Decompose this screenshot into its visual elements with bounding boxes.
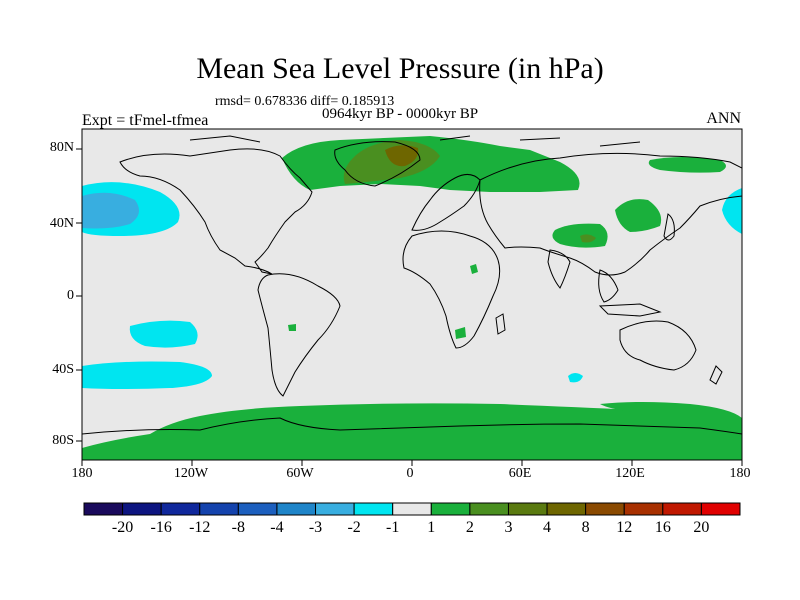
coast-indonesia [598, 303, 662, 317]
colorbar-swatch [353, 502, 394, 516]
anomaly-greenland-core [385, 145, 419, 167]
lon-label-60w: 60W [286, 466, 314, 481]
lon-label-180e: 180 [729, 466, 751, 481]
colorbar-swatch [507, 502, 548, 516]
colorbar-label: -4 [270, 519, 284, 536]
colorbar-swatch [623, 502, 664, 516]
coast-australia [619, 320, 697, 371]
colorbar-label: 12 [616, 519, 633, 536]
anomaly-arctic-east [648, 157, 726, 173]
coast-arctic-islands [189, 135, 641, 147]
colorbar-swatch [430, 502, 471, 516]
colorbar-swatch [160, 502, 201, 516]
coast-asia [479, 152, 742, 276]
anomaly-north-pacific-core [82, 192, 139, 229]
colorbar-label: 8 [581, 519, 590, 536]
colorbar-swatch [199, 502, 239, 516]
coast-japan [663, 213, 675, 241]
coast-antarctica [82, 417, 742, 435]
lat-label-80s: 80S [52, 433, 74, 448]
lat-label-80n: 80N [49, 140, 74, 155]
coast-africa [402, 230, 501, 349]
season-label: ANN [706, 110, 741, 127]
colorbar-label: -2 [347, 519, 361, 536]
coast-new-zealand [709, 365, 723, 385]
anomaly-central-asia [552, 223, 608, 248]
anomaly-small-africa [470, 264, 478, 274]
lon-label-0: 0 [406, 466, 414, 481]
colorbar [83, 502, 741, 516]
lat-label-40s: 40S [52, 362, 74, 377]
colorbar-label: -8 [231, 519, 245, 536]
anomaly-central-asia-core [580, 234, 596, 243]
colorbar-label: -16 [150, 519, 172, 536]
coast-south-america [257, 273, 341, 397]
colorbar-swatch [700, 502, 741, 516]
lat-label-40n: 40N [49, 216, 74, 231]
lon-label-120e: 120E [615, 466, 645, 481]
colorbar-label: 2 [465, 519, 474, 536]
colorbar-label: -12 [189, 519, 211, 536]
anomaly-indian-ocean [568, 373, 583, 383]
colorbar-swatch [237, 502, 278, 516]
map-title: Mean Sea Level Pressure (in hPa) [196, 52, 604, 85]
colorbar-swatch [392, 502, 432, 516]
statistics-text: rmsd= 0.678336 diff= 0.185913 [215, 94, 395, 109]
colorbar-label: 20 [693, 519, 710, 536]
colorbar-swatch [585, 502, 625, 516]
lat-label-0: 0 [67, 288, 74, 303]
anomaly-southern-ocean-east [600, 402, 742, 432]
axis-ticks [76, 148, 743, 466]
anomaly-south-pacific [129, 320, 198, 348]
colorbar-label: -20 [111, 519, 134, 536]
coast-madagascar [495, 313, 506, 335]
anomaly-north-pacific-east [722, 188, 742, 234]
coast-greenland [334, 141, 421, 187]
colorbar-swatch [83, 502, 124, 516]
colorbar-swatch [315, 502, 355, 516]
colorbar-label: 16 [654, 519, 671, 536]
colorbar-label: 4 [543, 519, 552, 536]
anomaly-southern-ocean [82, 403, 742, 460]
coast-india [547, 249, 571, 289]
colorbar-swatch [662, 502, 702, 516]
colorbar-label: 1 [427, 519, 436, 536]
colorbar-label: -1 [386, 519, 400, 536]
lon-label-60e: 60E [508, 466, 532, 481]
coast-southeast-asia [598, 269, 619, 303]
colorbar-swatch [469, 502, 509, 516]
anomaly-small-south-africa [455, 327, 466, 339]
colorbar-swatch [546, 502, 587, 516]
anomaly-east-asia [615, 199, 662, 232]
lon-label-120w: 120W [173, 466, 209, 481]
period-text: 0964kyr BP - 0000kyr BP [322, 106, 479, 122]
colorbar-label: 3 [504, 519, 513, 536]
anomaly-small-south-america [288, 324, 296, 331]
lon-label-180w: 180 [71, 466, 93, 481]
colorbar-swatch [276, 502, 317, 516]
colorbar-swatch [122, 502, 162, 516]
coast-north-america [119, 148, 313, 275]
colorbar-label: -3 [308, 519, 323, 536]
anomaly-southeast-pacific [82, 361, 212, 389]
experiment-label: Expt = tFmel-tfmea [82, 112, 209, 129]
